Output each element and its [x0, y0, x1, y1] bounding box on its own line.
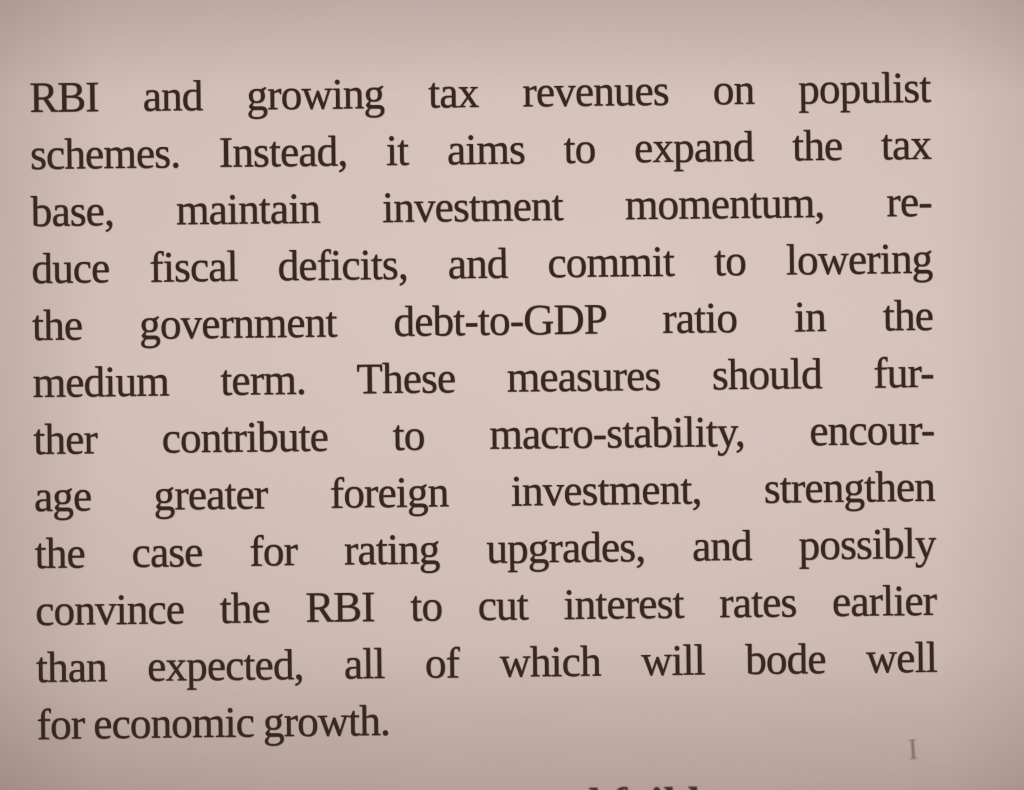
text-line-7: ther contribute to macro-stability, enco… [33, 406, 935, 464]
text-line-5: the government debt-to-GDP ratio in the [31, 292, 934, 351]
text-line-4: duce fiscal deficits, and commit to lowe… [31, 235, 933, 294]
text-line-6: medium term. These measures should fur- [32, 349, 934, 408]
text-line-9: the case for rating upgrades, and possib… [34, 520, 936, 578]
text-line-11: than expected, all of which will bode we… [35, 634, 938, 692]
text-line-12: for economic growth. [36, 697, 391, 749]
text-line-8: age greater foreign investment, strength… [33, 463, 936, 521]
text-line-10: convince the RBI to cut interest rates e… [34, 577, 937, 635]
cutoff-bold-line-fragment: d fail l [575, 777, 1015, 790]
text-line-2: schemes. Instead, it aims to expand the … [29, 121, 932, 180]
text-line-1: RBI and growing tax revenues on populist [29, 64, 931, 123]
article-text-column: RBI and growing tax revenues on populist… [29, 60, 938, 754]
text-line-3: base, maintain investment momentum, re- [30, 178, 932, 237]
